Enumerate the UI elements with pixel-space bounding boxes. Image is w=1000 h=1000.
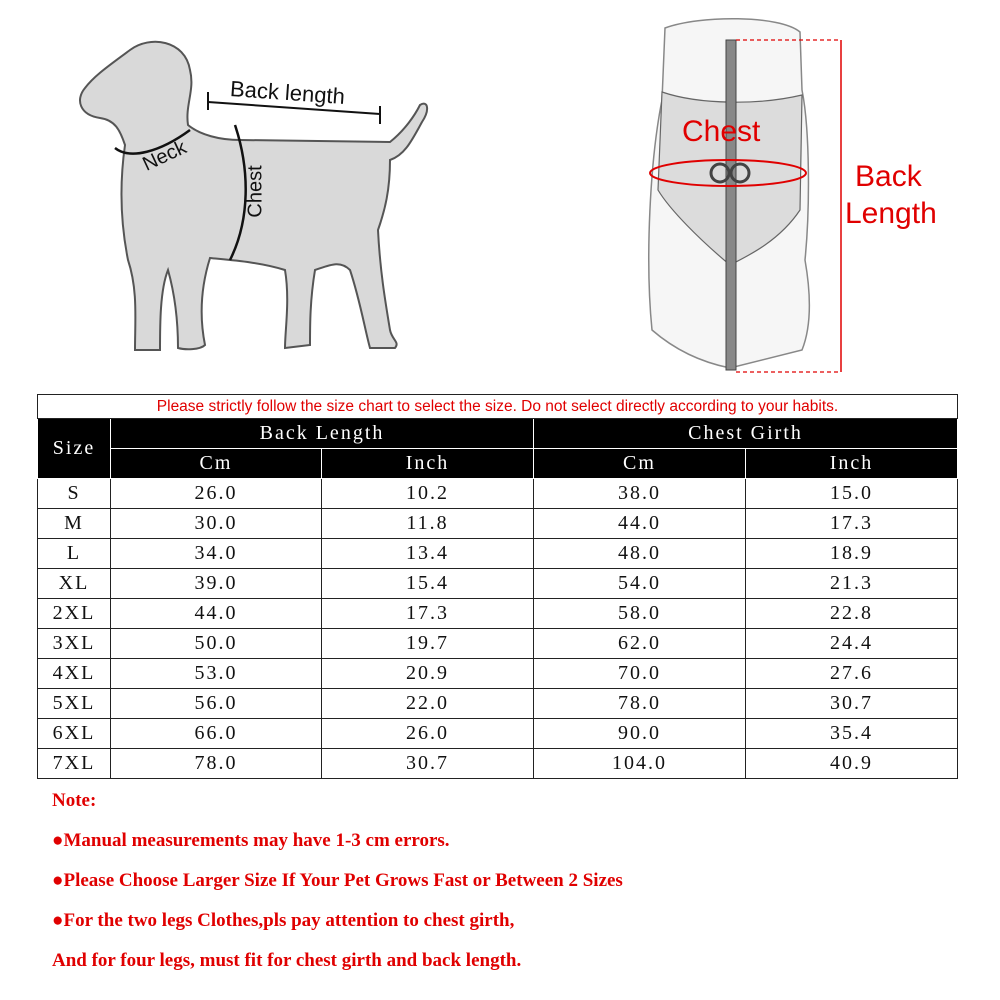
- notice-text: Please strictly follow the size chart to…: [36, 394, 959, 419]
- table-row: 3XL 50.0 19.7 62.0 24.4: [37, 628, 959, 659]
- size-cell: 6XL: [37, 718, 111, 749]
- table-row: 5XL 56.0 22.0 78.0 30.7: [37, 688, 959, 719]
- back-length-cm-cell: 26.0: [110, 478, 322, 509]
- back-length-inch-cell: 11.8: [321, 508, 534, 539]
- coat-length-label: Length: [845, 197, 937, 230]
- table-row: 2XL 44.0 17.3 58.0 22.8: [37, 598, 959, 629]
- note-line: ●Manual measurements may have 1-3 cm err…: [52, 830, 450, 851]
- back-length-inch-cell: 20.9: [321, 658, 534, 689]
- notes-title: Note:: [52, 790, 97, 811]
- back-length-inch-cell: 19.7: [321, 628, 534, 659]
- back-length-cm-cell: 30.0: [110, 508, 322, 539]
- back-length-cm-cell: 39.0: [110, 568, 322, 599]
- chest-girth-cm-cell: 38.0: [533, 478, 746, 509]
- unit-header: Inch: [321, 448, 534, 479]
- back-length-cm-cell: 53.0: [110, 658, 322, 689]
- back-length-cm-cell: 50.0: [110, 628, 322, 659]
- back-length-inch-cell: 13.4: [321, 538, 534, 569]
- size-cell: 4XL: [37, 658, 111, 689]
- chest-girth-cm-cell: 70.0: [533, 658, 746, 689]
- chest-girth-inch-cell: 24.4: [744, 628, 959, 659]
- chest-girth-header: Chest Girth: [532, 418, 959, 449]
- chest-girth-inch-cell: 35.4: [744, 718, 959, 749]
- back-length-inch-cell: 15.4: [321, 568, 534, 599]
- coat-icon: [648, 18, 842, 373]
- chest-girth-inch-cell: 15.0: [744, 478, 959, 509]
- chest-girth-inch-cell: 21.3: [744, 568, 959, 599]
- chest-girth-cm-cell: 44.0: [533, 508, 746, 539]
- chest-girth-cm-cell: 62.0: [533, 628, 746, 659]
- table-row: XL 39.0 15.4 54.0 21.3: [37, 568, 959, 599]
- size-cell: L: [37, 538, 111, 569]
- dog-silhouette-icon: [79, 40, 428, 351]
- unit-header: Cm: [110, 448, 322, 479]
- chest-girth-cm-cell: 90.0: [533, 718, 746, 749]
- note-line: ●Please Choose Larger Size If Your Pet G…: [52, 870, 623, 891]
- note-line: ●For the two legs Clothes,pls pay attent…: [52, 910, 515, 931]
- chest-girth-cm-cell: 104.0: [533, 748, 746, 779]
- size-cell: 2XL: [37, 598, 111, 629]
- table-row: M 30.0 11.8 44.0 17.3: [37, 508, 959, 539]
- unit-header: Inch: [744, 448, 959, 479]
- size-cell: M: [37, 508, 111, 539]
- back-length-inch-cell: 26.0: [321, 718, 534, 749]
- back-length-cm-cell: 78.0: [110, 748, 322, 779]
- coat-chest-label: Chest: [682, 115, 761, 148]
- back-length-cm-cell: 56.0: [110, 688, 322, 719]
- coat-back-label: Back: [855, 160, 922, 193]
- table-row: L 34.0 13.4 48.0 18.9: [37, 538, 959, 569]
- header-row-groups: Size Back Length Chest Girth: [37, 418, 959, 479]
- notes-section: Note: ●Manual measurements may have 1-3 …: [52, 788, 623, 988]
- chest-girth-inch-cell: 30.7: [744, 688, 959, 719]
- back-length-inch-cell: 17.3: [321, 598, 534, 629]
- size-header: Size: [37, 418, 111, 479]
- chest-girth-cm-cell: 58.0: [533, 598, 746, 629]
- chest-girth-inch-cell: 18.9: [744, 538, 959, 569]
- back-length-cm-cell: 44.0: [110, 598, 322, 629]
- size-cell: 5XL: [37, 688, 111, 719]
- back-length-inch-cell: 30.7: [321, 748, 534, 779]
- size-chart-table: Please strictly follow the size chart to…: [36, 394, 959, 779]
- chest-girth-inch-cell: 22.8: [744, 598, 959, 629]
- chest-girth-inch-cell: 17.3: [744, 508, 959, 539]
- chest-girth-inch-cell: 40.9: [744, 748, 959, 779]
- table-row: 4XL 53.0 20.9 70.0 27.6: [37, 658, 959, 689]
- chest-girth-cm-cell: 78.0: [533, 688, 746, 719]
- size-cell: XL: [37, 568, 111, 599]
- back-length-inch-cell: 22.0: [321, 688, 534, 719]
- chest-girth-cm-cell: 48.0: [533, 538, 746, 569]
- chest-girth-cm-cell: 54.0: [533, 568, 746, 599]
- note-line: And for four legs, must fit for chest gi…: [52, 950, 522, 971]
- back-length-cm-cell: 34.0: [110, 538, 322, 569]
- notice-row: Please strictly follow the size chart to…: [36, 394, 959, 419]
- coat-measurement-diagram: Chest Back Length: [640, 10, 980, 380]
- table-row: S 26.0 10.2 38.0 15.0: [37, 478, 959, 509]
- unit-header: Cm: [533, 448, 746, 479]
- size-cell: 3XL: [37, 628, 111, 659]
- size-cell: S: [37, 478, 111, 509]
- table-row: 7XL 78.0 30.7 104.0 40.9: [37, 748, 959, 779]
- chest-label: Chest: [244, 165, 267, 218]
- header-row-units: Cm Inch Cm Inch: [38, 448, 959, 479]
- dog-measurement-diagram: Back length Neck Chest: [60, 30, 440, 380]
- size-cell: 7XL: [37, 748, 111, 779]
- back-length-header: Back Length: [110, 418, 534, 449]
- table-row: 6XL 66.0 26.0 90.0 35.4: [37, 718, 959, 749]
- chest-girth-inch-cell: 27.6: [744, 658, 959, 689]
- back-length-inch-cell: 10.2: [321, 478, 534, 509]
- back-length-cm-cell: 66.0: [110, 718, 322, 749]
